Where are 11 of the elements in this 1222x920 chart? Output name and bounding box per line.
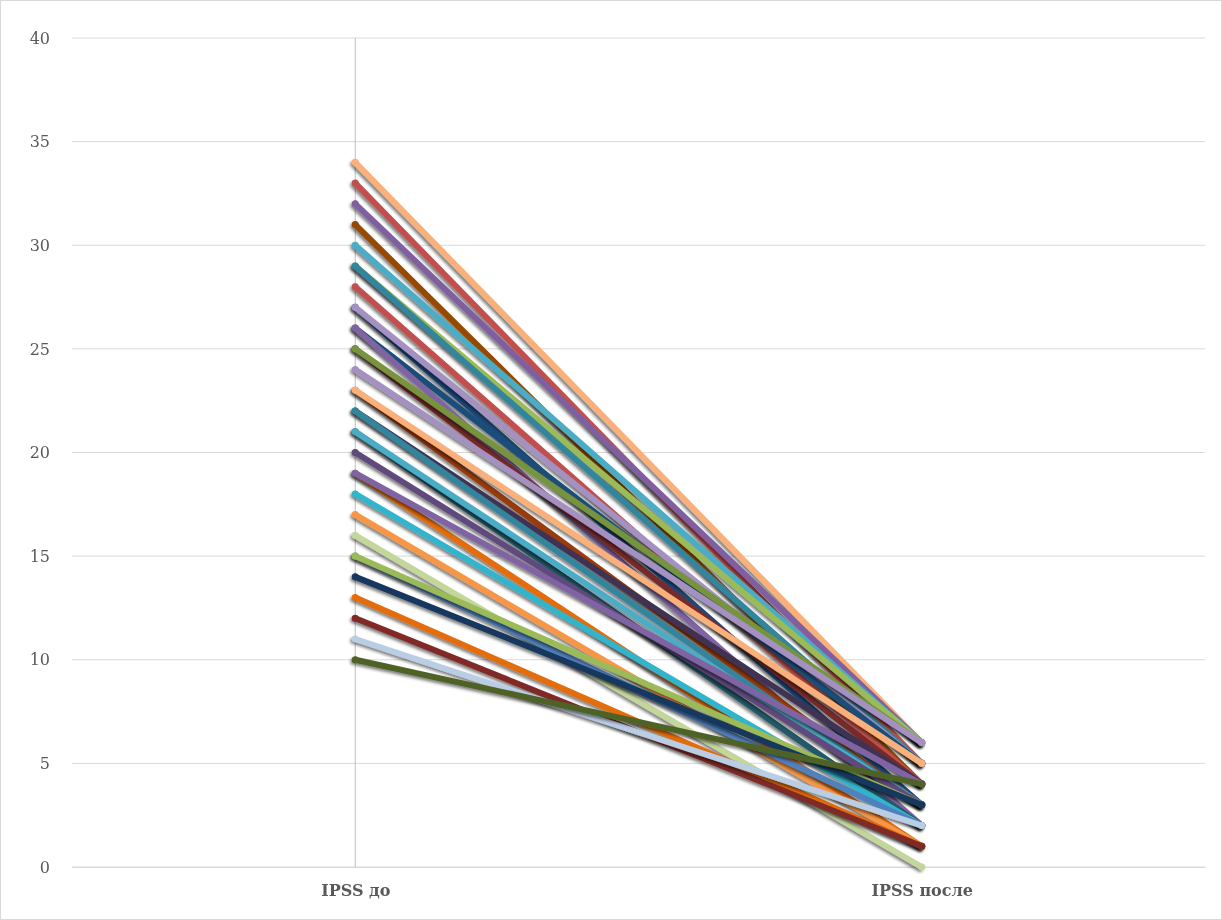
y-tick-label: 40 [29,28,50,48]
y-tick-label: 25 [29,339,50,359]
y-tick-label: 35 [29,132,50,152]
x-tick-label: IPSS после [871,880,973,900]
y-tick-label: 20 [29,443,50,463]
y-tick-label: 30 [29,235,50,255]
y-tick-label: 0 [39,857,50,877]
y-tick-label: 5 [39,753,50,773]
x-tick-label: IPSS до [321,880,391,900]
y-tick-label: 10 [29,650,50,670]
y-tick-label: 15 [29,546,50,566]
